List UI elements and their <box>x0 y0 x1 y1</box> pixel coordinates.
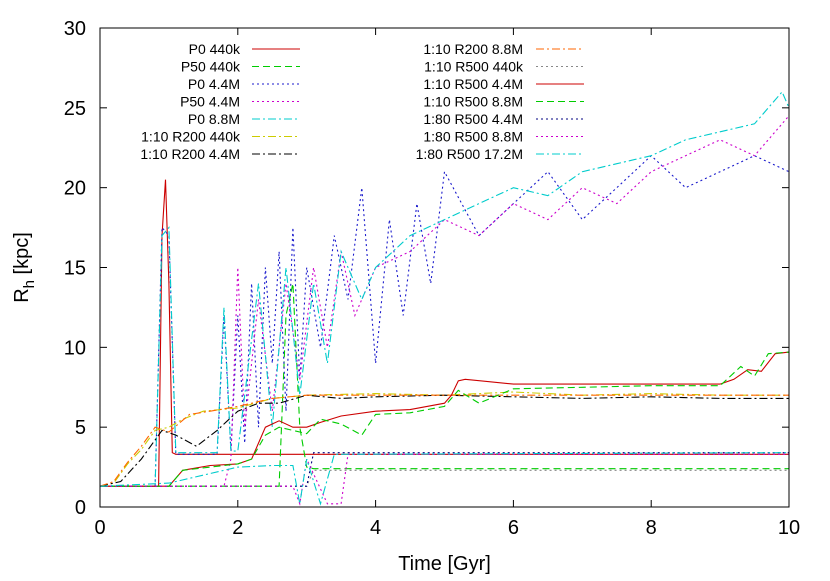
legend-entry-label: 1:10 R200 8.8M <box>423 41 523 57</box>
series-line <box>99 452 790 506</box>
legend-entry-label: 1:80 R500 17.2M <box>416 146 523 162</box>
series-line <box>100 90 790 487</box>
series-layer <box>99 90 790 506</box>
legend-entry-label: P0 440k <box>189 41 241 57</box>
y-tick-label: 15 <box>64 258 86 280</box>
x-tick-label: 8 <box>646 517 657 539</box>
y-tick-label: 0 <box>75 497 86 519</box>
series-line <box>100 469 789 487</box>
legend-entry-label: 1:10 R500 4.4M <box>423 76 523 92</box>
x-tick-label: 10 <box>778 517 800 539</box>
legend-entry-label: P50 440k <box>181 59 241 75</box>
legend-entry-label: P0 8.8M <box>188 111 240 127</box>
y-axis-label: Rh [kpc] <box>11 232 38 303</box>
legend-entry-label: 1:80 R500 4.4M <box>423 111 523 127</box>
x-tick-label: 0 <box>94 517 105 539</box>
series-line <box>100 452 789 487</box>
legend-entry-label: P50 4.4M <box>180 94 240 110</box>
legend-entry-label: 1:10 R200 440k <box>141 129 241 145</box>
ticks-layer: 0 2 4 6 8 10 0 5 10 15 20 25 30 <box>64 18 800 539</box>
legend-entry-label: P0 4.4M <box>188 76 240 92</box>
y-tick-label: 25 <box>64 98 86 120</box>
legend-entry-label: 1:10 R200 4.4M <box>140 146 240 162</box>
series-line <box>100 115 790 487</box>
y-tick-label: 10 <box>64 337 86 359</box>
legend-entry-label: 1:10 R500 440k <box>424 59 524 75</box>
series-line <box>99 391 789 487</box>
y-tick-label: 20 <box>64 178 86 200</box>
y-axis-label-sub: h <box>21 280 38 288</box>
x-tick-label: 6 <box>508 517 519 539</box>
y-tick-label: 30 <box>64 18 86 40</box>
y-axis-label-unit: [kpc] <box>11 232 33 280</box>
x-axis-label: Time [Gyr] <box>398 553 491 575</box>
legend-entry-label: 1:80 R500 8.8M <box>423 129 523 145</box>
series-line <box>99 394 789 487</box>
y-axis-label-main: R <box>11 288 33 302</box>
series-line <box>100 453 789 506</box>
series-line <box>100 179 789 487</box>
series-line <box>99 394 789 487</box>
series-line <box>100 351 790 487</box>
series-line <box>100 283 789 487</box>
series-line <box>100 154 790 487</box>
series-line <box>100 351 790 487</box>
legend-entry-label: 1:10 R500 8.8M <box>423 94 523 110</box>
x-tick-label: 4 <box>370 517 381 539</box>
y-tick-label: 5 <box>75 417 86 439</box>
x-tick-label: 2 <box>232 517 243 539</box>
